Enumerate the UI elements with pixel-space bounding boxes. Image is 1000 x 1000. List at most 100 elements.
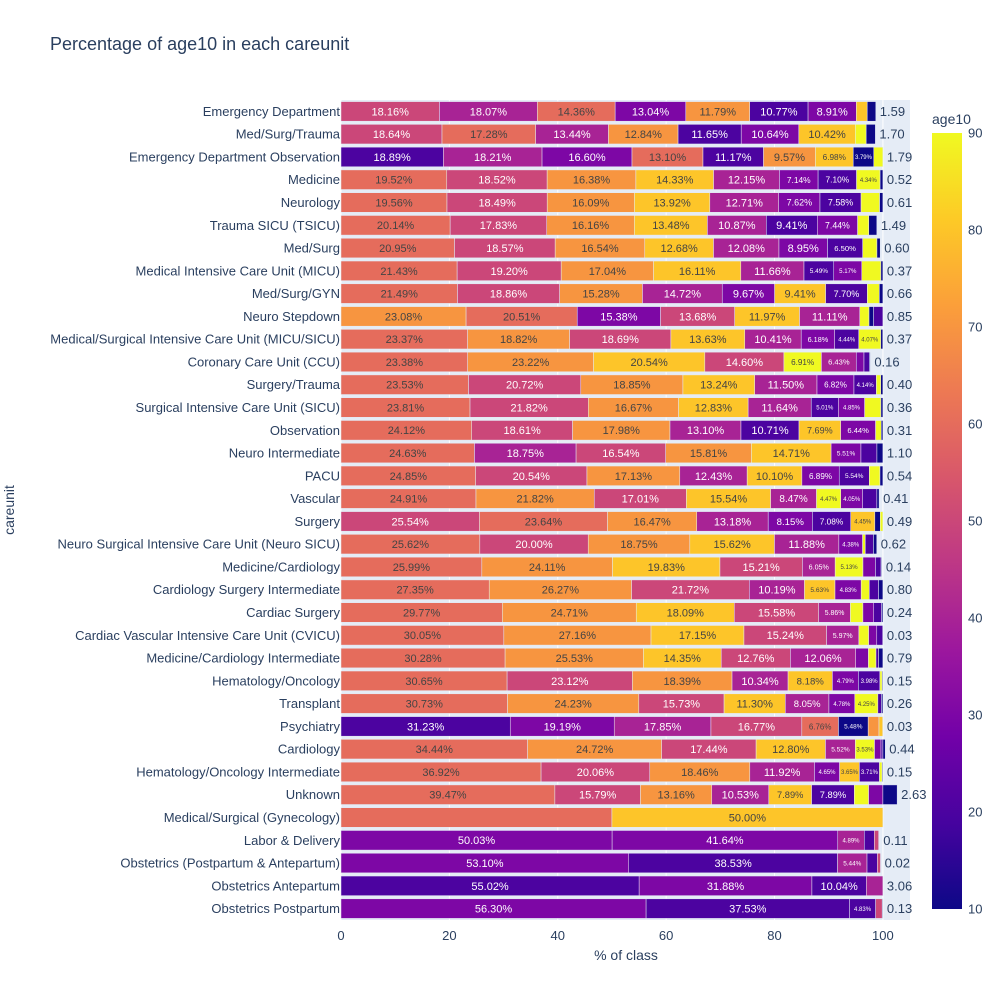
y-tick-label: Med/Surg/Trauma — [236, 127, 341, 142]
bar-segment — [864, 830, 875, 851]
bar-data-label: 19.52% — [375, 175, 413, 187]
y-tick-label: Surgery/Trauma — [247, 377, 341, 392]
y-tick-label: Cardiac Vascular Intensive Care Unit (CV… — [75, 628, 340, 643]
bar-data-label: 11.97% — [749, 311, 786, 323]
bar-data-label: 34.44% — [416, 744, 454, 756]
bar-data-label: 38.53% — [714, 858, 752, 870]
bar-data-label: 23.81% — [387, 402, 425, 414]
bar-data-label: 21.82% — [516, 494, 554, 506]
colorbar-title: age10 — [932, 111, 971, 127]
bar-data-label: 21.43% — [380, 266, 418, 278]
bar-data-label: 17.85% — [644, 721, 682, 733]
bar-segment — [875, 648, 879, 669]
bar-end-label: 1.79 — [887, 149, 912, 164]
bar-data-label: 55.02% — [471, 881, 509, 893]
bar-data-label: 9.41% — [776, 220, 807, 232]
bar-data-label: 18.64% — [373, 129, 411, 141]
bar-segment — [879, 192, 884, 213]
bar-data-label: 11.66% — [754, 266, 791, 278]
bar-data-label: 3.65% — [841, 770, 859, 776]
bar-data-label: 18.46% — [681, 767, 719, 779]
bar-data-label: 11.17% — [715, 152, 752, 164]
plot-background — [341, 100, 910, 920]
bar-end-label: 0.52 — [887, 172, 912, 187]
bar-data-label: 6.91% — [791, 358, 814, 367]
bar-segment — [873, 602, 882, 623]
bar-data-label: 13.68% — [679, 311, 717, 323]
bar-end-label: 0.02 — [885, 856, 910, 871]
bar-segment — [867, 716, 880, 737]
bar-segment — [879, 761, 883, 782]
bar-segment — [874, 739, 882, 760]
bar-end-label: 0.15 — [887, 673, 912, 688]
bar-row: 56.30% 37.53% 4.83% 0.13 — [340, 898, 912, 919]
colorbar-tick-label: 90 — [968, 126, 982, 141]
bar-data-label: 27.16% — [559, 630, 597, 642]
bar-end-label: 0.54 — [887, 468, 912, 483]
bar-data-label: 24.11% — [529, 562, 566, 574]
bar-segment — [881, 693, 884, 714]
bar-segment — [879, 283, 884, 304]
bar-data-label: 12.43% — [695, 471, 733, 483]
bar-data-label: 5.54% — [845, 473, 864, 480]
bar-data-label: 4.07% — [861, 337, 879, 343]
x-tick-label: 60 — [659, 928, 673, 943]
bar-data-label: 30.73% — [406, 699, 444, 711]
bar-data-label: 18.52% — [478, 175, 516, 187]
bar-segment — [867, 283, 880, 304]
y-tick-label: Obstetrics Postpartum — [211, 901, 340, 916]
bar-data-label: 7.44% — [825, 220, 850, 230]
bar-row: 30.65% 23.12% 18.39% 10.34% 8.18% 4.79% 3.98% 0… — [340, 670, 912, 691]
bar-segment — [868, 648, 877, 669]
bar-segment — [868, 784, 884, 805]
bar-data-label: 13.48% — [652, 220, 690, 232]
bar-data-label: 12.68% — [660, 243, 698, 255]
bar-data-label: 12.06% — [804, 653, 842, 665]
bar-row: 21.43% 19.20% 17.04% 16.11% 11.66% 5.49% 5.17%… — [340, 260, 912, 281]
bar-data-label: 19.20% — [490, 266, 528, 278]
bar-data-label: 6.43% — [828, 358, 850, 367]
bar-segment — [855, 124, 867, 145]
bar-data-label: 17.83% — [480, 220, 518, 232]
colorbar-tick-label: 40 — [968, 611, 982, 626]
bar-data-label: 3.98% — [861, 679, 879, 685]
colorbar — [932, 133, 962, 909]
bar-data-label: 6.05% — [809, 564, 830, 572]
bar-row: 29.77% 24.71% 18.09% 15.58% 5.86% 0.24 — [340, 602, 912, 623]
bar-data-label: 18.57% — [486, 243, 524, 255]
bar-segment — [879, 465, 884, 486]
bar-data-label: 5.01% — [816, 406, 834, 412]
bar-data-label: 19.56% — [375, 197, 413, 209]
bar-data-label: 20.54% — [631, 357, 669, 369]
bar-row: 24.85% 20.54% 17.13% 12.43% 10.10% 6.89% 5.54%… — [340, 465, 912, 486]
bar-segment — [869, 579, 879, 600]
bar-data-label: 23.12% — [551, 676, 589, 688]
bar-data-label: 18.82% — [500, 334, 538, 346]
y-tick-label: Surgery — [294, 514, 340, 529]
bar-data-label: 20.00% — [515, 539, 553, 551]
bar-data-label: 20.14% — [377, 220, 415, 232]
bar-data-label: 50.00% — [729, 812, 767, 824]
bar-end-label: 0.15 — [887, 764, 912, 779]
bar-data-label: 37.53% — [729, 904, 767, 916]
y-tick-label: Observation — [270, 423, 340, 438]
bar-segment — [864, 397, 882, 418]
y-tick-label: Neuro Intermediate — [229, 446, 340, 461]
bar-end-label: 0.36 — [887, 400, 912, 415]
bar-data-label: 11.30% — [736, 699, 773, 711]
gridlines — [340, 100, 884, 920]
bar-segment — [878, 648, 884, 669]
y-tick-label: Medicine/Cardiology Intermediate — [146, 651, 340, 666]
bar-data-label: 6.44% — [847, 426, 869, 435]
bar-data-label: 15.58% — [758, 607, 796, 619]
bar-data-label: 16.77% — [738, 721, 776, 733]
bar-segment — [880, 420, 884, 441]
bar-row: 25.62% 20.00% 18.75% 15.62% 11.88% 4.38% 0.62 — [340, 534, 906, 555]
bar-end-label: 0.37 — [887, 263, 912, 278]
bar-data-label: 7.69% — [807, 426, 833, 436]
bar-data-label: 10.64% — [751, 129, 789, 141]
bar-data-label: 7.70% — [834, 289, 860, 299]
bar-segment — [875, 556, 882, 577]
bar-segment — [881, 670, 884, 691]
bar-segment — [850, 602, 864, 623]
